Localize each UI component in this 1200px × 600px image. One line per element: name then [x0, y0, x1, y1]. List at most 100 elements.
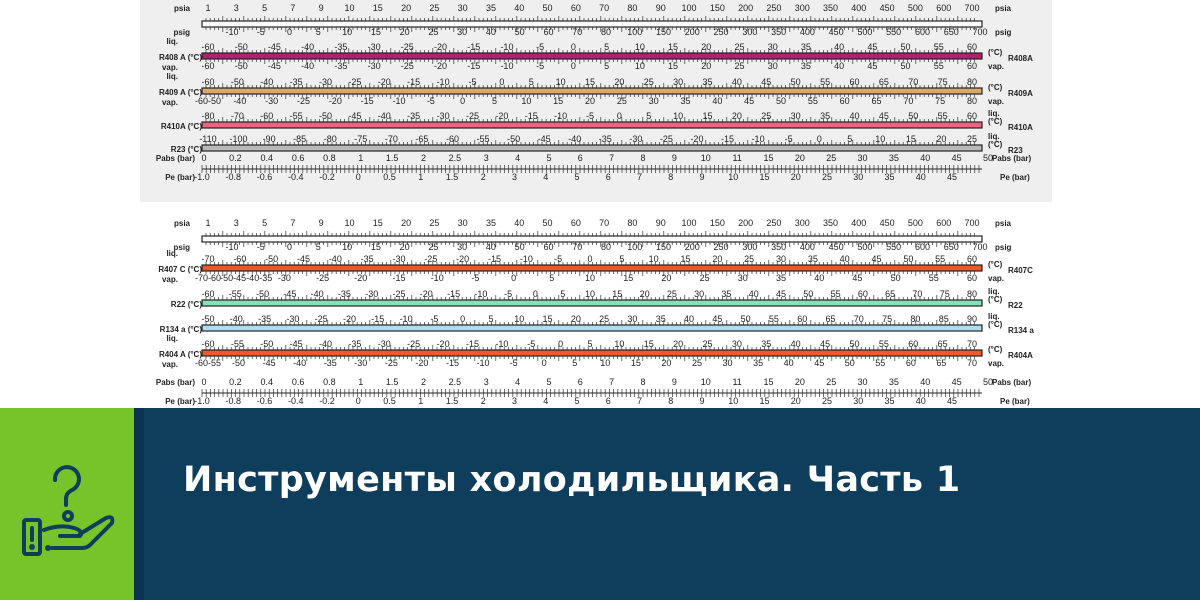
- liq-tick-label: 40: [791, 339, 801, 349]
- liq-tick-label: -20: [690, 134, 703, 144]
- pe-tick-label: 9: [699, 396, 704, 406]
- liq-label: liq.: [166, 37, 178, 46]
- pabs-label: Pabs (bar): [156, 154, 195, 163]
- vap-tick-label: 35: [753, 358, 763, 368]
- psia-tick-label: 35: [486, 218, 496, 228]
- liq-tick-label: -55: [229, 289, 242, 299]
- refrigerant-bar-r409a: [201, 87, 983, 95]
- liq-tick-label: 0: [587, 254, 592, 264]
- vap-tick-label: 30: [738, 273, 748, 283]
- psig-tick-label: 60: [543, 27, 553, 37]
- liq-tick-label: 75: [940, 289, 950, 299]
- vap-tick-label: 60: [967, 61, 977, 71]
- pabs-tick-label: 3: [484, 153, 489, 163]
- liq-tick-label: -25: [660, 134, 673, 144]
- psig-tick-label: 300: [742, 27, 757, 37]
- liq-tick-label: -5: [586, 111, 594, 121]
- refrigerant-bar-r410a: [201, 121, 983, 129]
- liq-tick-label: -75: [354, 134, 367, 144]
- vap-tick-label: 25: [700, 273, 710, 283]
- vap-tick-label: -60: [201, 61, 214, 71]
- pe-tick-label: 0.5: [383, 396, 396, 406]
- pabs-tick-label: 8: [641, 377, 646, 387]
- pabs-tick-label: 35: [889, 153, 899, 163]
- pe-tick-label: -0.6: [257, 172, 273, 182]
- liq-tick-label: -40: [311, 289, 324, 299]
- vap-tick-label: -35: [334, 61, 347, 71]
- vap-tick-label: 50: [845, 358, 855, 368]
- liq-tick-label: 55: [938, 111, 948, 121]
- liq-tick-label: 20: [732, 111, 742, 121]
- liq-tick-label: -80: [324, 134, 337, 144]
- psia-tick-label: 450: [880, 218, 895, 228]
- vap-tick-label: -50-45-40-35: [220, 273, 272, 283]
- psig-tick-label: 400: [800, 27, 815, 37]
- refrigerant-label: R407 C (°C): [158, 265, 202, 274]
- pe-tick-label: -0.2: [319, 172, 335, 182]
- liq-tick-label: 15: [703, 111, 713, 121]
- vap-tick-label: 10: [521, 96, 531, 106]
- pabs-label-right: Pabs (bar): [992, 378, 1031, 387]
- vap-tick-label: 15: [623, 273, 633, 283]
- pe-tick-label: 35: [884, 172, 894, 182]
- liq-tick-label: 5: [560, 289, 565, 299]
- pe-tick-label: 6: [606, 396, 611, 406]
- psia-tick-label: 40: [514, 218, 524, 228]
- vap-tick-label: 50: [891, 273, 901, 283]
- hand-question-icon: [22, 465, 115, 556]
- title-banner: Инструменты холодильщика. Часть 1: [0, 408, 1200, 600]
- liq-tick-label: 10: [875, 134, 885, 144]
- vap-tick-label: -40: [301, 61, 314, 71]
- vap-tick-label: 20: [661, 358, 671, 368]
- pe-tick-label: 20: [791, 396, 801, 406]
- pabs-tick-label: 40: [920, 377, 930, 387]
- liq-tick-label: 75: [882, 314, 892, 324]
- vap-tick-label: -10: [500, 61, 513, 71]
- liq-tick-label: 10: [673, 111, 683, 121]
- divider-stripe: [134, 408, 144, 600]
- psig-label: psig: [174, 243, 191, 252]
- vap-tick-label: 5: [572, 358, 577, 368]
- liq-tick-label: -5: [430, 314, 438, 324]
- psig-label: psig: [174, 28, 191, 37]
- psig-tick-label: 500: [857, 27, 872, 37]
- pe-tick-label: 40: [916, 396, 926, 406]
- liq-tick-label: 80: [967, 289, 977, 299]
- pe-tick-label: 8: [668, 172, 673, 182]
- liq-tick-label: 10: [585, 289, 595, 299]
- liq-tick-label: 25: [744, 254, 754, 264]
- psia-tick-label: 40: [514, 3, 524, 13]
- psig-tick-label: 20: [400, 27, 410, 37]
- pe-tick-label: 6: [606, 172, 611, 182]
- vap-tick-label: 25: [734, 61, 744, 71]
- vap-tick-label: 45: [744, 96, 754, 106]
- psig-tick-label: 350: [771, 242, 786, 252]
- pe-tick-label: 9: [699, 172, 704, 182]
- psig-tick-label: 550: [886, 242, 901, 252]
- liq-tick-label: -20: [437, 339, 450, 349]
- refrigerant-bar-r407c: [201, 264, 983, 272]
- vap-label: vap.: [162, 275, 178, 284]
- vap-tick-label: -25: [297, 96, 310, 106]
- vap-tick-label: -50: [235, 61, 248, 71]
- liq-tick-label: 5: [646, 111, 651, 121]
- pabs-tick-label: 9: [672, 153, 677, 163]
- vap-tick-label: -5: [427, 96, 435, 106]
- vap-tick-label: -25: [401, 61, 414, 71]
- liq-tick-label: 50: [791, 77, 801, 87]
- psig-tick-label: 50: [515, 242, 525, 252]
- liq-tick-label: 15: [585, 77, 595, 87]
- liq-tick-label: -5: [554, 254, 562, 264]
- pe-tick-label: 20: [791, 172, 801, 182]
- psig-tick-label: 200: [685, 27, 700, 37]
- psig-tick-label: 30: [457, 27, 467, 37]
- psig-tick-label: 15: [371, 27, 381, 37]
- liq-tick-label: 40: [749, 289, 759, 299]
- vap-tick-label: -5: [536, 61, 544, 71]
- pabs-tick-label: 2: [421, 153, 426, 163]
- pabs-tick-label: 25: [826, 377, 836, 387]
- liq-tick-label: 30: [627, 314, 637, 324]
- psig-tick-label: 300: [742, 242, 757, 252]
- psig-tick-label: 100: [627, 242, 642, 252]
- liq-tick-label: 80: [967, 77, 977, 87]
